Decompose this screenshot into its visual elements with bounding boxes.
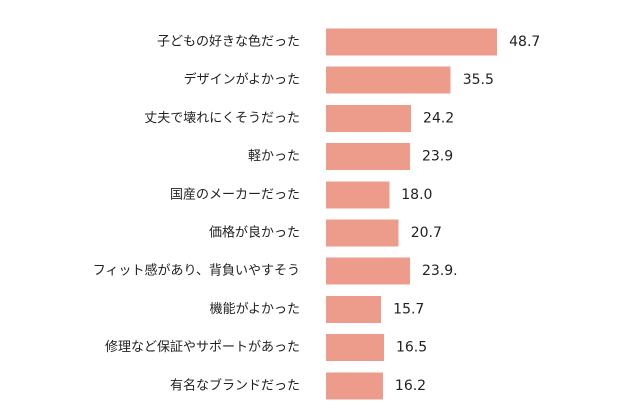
bar: [326, 143, 410, 171]
value-label: 24.2: [423, 110, 454, 126]
value-label: 16.5: [396, 340, 427, 356]
value-label: 16.2: [395, 378, 426, 394]
category-label: 修理など保証やサポートがあった: [105, 340, 300, 355]
bar: [326, 219, 399, 247]
category-label: デザインがよかった: [184, 72, 300, 88]
category-label: 軽かった: [248, 149, 300, 164]
bars: [326, 28, 498, 400]
bar: [326, 334, 384, 362]
category-labels: 子どもの好きな色だったデザインがよかった丈夫で壊れにくそうだった軽かった国産のメ…: [93, 34, 300, 394]
bar: [326, 181, 390, 209]
category-label: 子どもの好きな色だった: [157, 34, 300, 50]
bar: [326, 295, 382, 323]
category-label: 価格が良かった: [209, 225, 300, 241]
category-label: 国産のメーカーだった: [170, 186, 300, 202]
bar: [326, 372, 383, 400]
category-label: 丈夫で壊れにくそうだった: [144, 111, 300, 126]
bar: [326, 66, 451, 94]
bar: [326, 28, 498, 56]
value-label: 20.7: [411, 225, 442, 241]
value-label: 48.7: [509, 34, 540, 50]
category-label: 機能がよかった: [210, 302, 300, 317]
category-label: 有名なブランドだった: [170, 377, 300, 393]
value-label: 23.9: [422, 149, 453, 165]
category-label: フィット感があり、背負いやすそう: [93, 263, 300, 279]
bar: [326, 257, 410, 285]
bar: [326, 104, 412, 132]
value-label: 35.5: [463, 72, 494, 88]
value-label: 15.7: [393, 301, 424, 317]
value-label: 18.0: [401, 187, 432, 203]
value-label: 23.9.: [422, 263, 458, 279]
value-labels: 48.7 35.5 24.2 23.9 18.0 20.7 23.9. 15.7 16.5 16.…: [393, 34, 540, 394]
